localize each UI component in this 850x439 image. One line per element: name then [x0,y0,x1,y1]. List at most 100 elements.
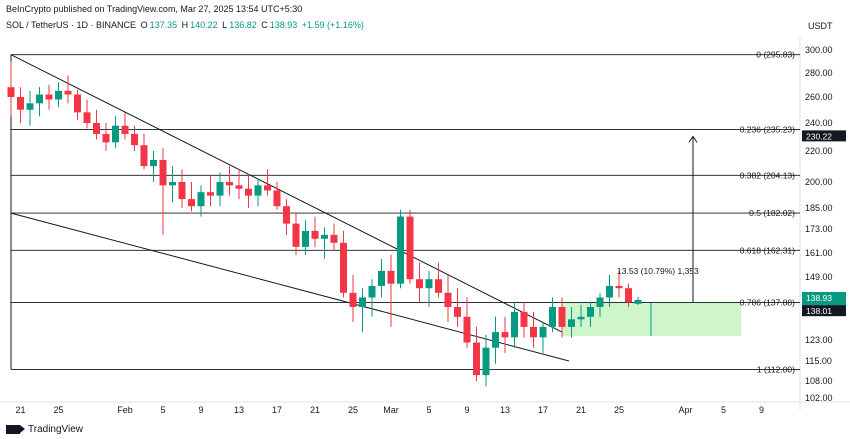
change-value: +1.59 (+1.16%) [301,20,364,30]
candle-body [387,270,395,284]
candle-body [64,90,72,95]
candle-body [568,319,575,327]
candle-body [625,288,632,303]
price-axis-label: 200.00 [805,177,833,187]
candle-body [169,182,176,186]
candle-body [492,332,499,348]
time-axis-label: 13 [234,405,244,415]
candle-body [368,285,376,298]
time-axis-label: 25 [348,405,358,415]
candle-body [150,159,157,167]
price-tag-target-text: 230.22 [806,131,832,141]
candle-body [292,223,300,247]
price-axis-label: 123.00 [805,335,833,345]
candle-body [530,326,537,338]
tradingview-logo-icon [6,425,25,434]
trendline-lower [10,212,570,362]
candle-body [207,192,214,196]
candle-body [378,270,385,286]
low-label: L [222,20,228,30]
time-axis-label: 21 [15,405,25,415]
time-axis-label: 17 [272,405,282,415]
price-axis-label: 115.00 [805,356,832,366]
publisher-text: BeInCrypto published on TradingView.com,… [6,4,303,14]
candle-body [473,342,480,376]
time-axis-label: 13 [500,405,510,415]
candle-body [416,279,423,289]
candle-body [397,216,404,284]
trendline-upper [10,54,563,333]
candle-body [197,192,205,207]
candle-body [435,279,442,293]
time-axis-label: 17 [538,405,548,415]
candle-body [36,94,43,104]
candle-body [454,306,461,317]
time-axis-label: 5 [160,405,165,415]
time-axis-label: 5 [721,405,726,415]
candle-body [587,306,594,317]
candle-body [539,326,547,338]
candle-body [102,133,110,143]
candle-body [140,145,148,167]
candle-body [406,216,414,280]
candle-body [112,125,119,143]
time-axis-label: 9 [759,405,764,415]
close-label: C [261,20,268,30]
measure-label: 13.53 (10.79%) 1,353 [617,266,699,276]
candle-body [577,316,585,320]
candle-body [606,285,613,298]
price-tag-last-text: 138.93 [806,293,832,303]
high-label: H [181,20,189,30]
time-axis-label: 21 [576,405,586,415]
candle-body [634,299,642,304]
candle-body [359,297,366,307]
price-tag-mid [802,305,846,317]
high-value: 140.22 [190,20,218,30]
price-axis-label: 173.00 [805,224,833,234]
candle-body [501,332,509,338]
candle-body [321,234,328,239]
price-axis-label: 108.00 [805,376,833,386]
candle-body [45,94,53,100]
candle-body [7,87,15,97]
fib-level-label: 0.786 (137.88) [740,297,795,307]
candle-body [178,182,186,200]
time-axis-label: 9 [464,405,469,415]
open-label: O [140,20,148,30]
candle-body [17,97,24,110]
price-axis-label: 280.00 [805,68,833,78]
candle-body [93,123,100,134]
currency-label: USDT [808,21,833,31]
price-axis-label: 185.00 [805,203,833,213]
fib-level-label: 0.618 (162.31) [740,245,795,255]
candle-body [159,159,167,186]
time-axis-label: Apr [678,405,692,415]
price-axis-label: 240.00 [805,118,833,128]
candle-body [549,306,556,327]
candle-body [235,185,243,189]
symbol-name[interactable]: SOL / TetherUS · 1D · BINANCE [6,20,137,30]
candle-body [254,185,262,196]
candle-body [444,292,452,307]
fib-level-label: 0.382 (204.13) [740,170,795,180]
candle-body [131,133,138,146]
open-value: 137.35 [149,20,178,30]
fib-level-label: 0 (295.83) [756,50,795,60]
tradingview-brand: TradingView [6,424,83,435]
time-axis-label: 25 [53,405,63,415]
candle-body [425,279,433,289]
candle-body [340,242,347,293]
candle-body [283,206,290,224]
time-axis-label: Mar [383,405,399,415]
candle-body [264,185,271,191]
fib-level-label: 1 (112.00) [757,364,795,374]
price-axis-label: 149.00 [805,272,833,282]
price-axis-label: 220.00 [805,146,833,156]
candle-body [349,292,357,307]
close-value: 138.93 [269,20,298,30]
low-value: 136.82 [229,20,257,30]
price-axis-label: 260.00 [805,92,833,102]
candle-body [26,103,34,110]
